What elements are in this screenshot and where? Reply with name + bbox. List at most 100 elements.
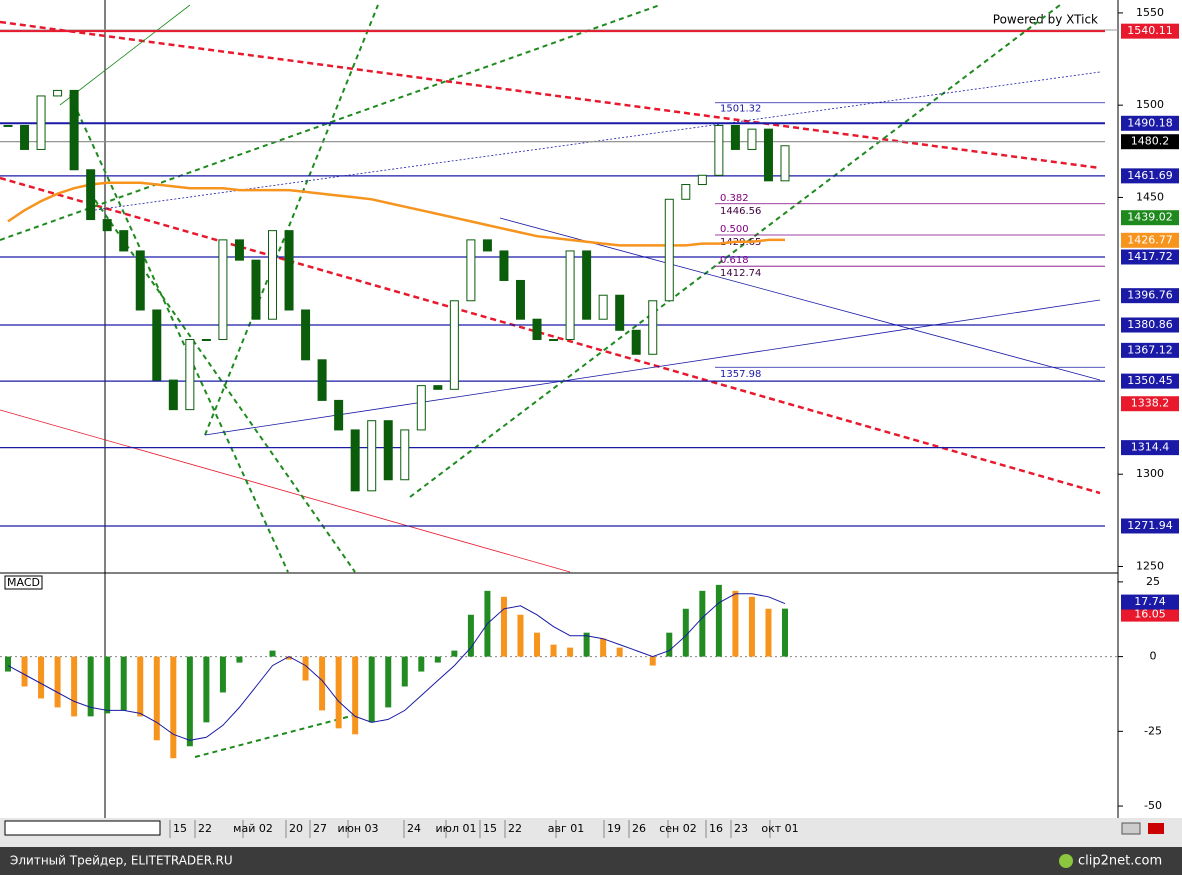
macd-bar — [153, 656, 160, 741]
candle — [53, 89, 63, 97]
candle — [152, 309, 162, 381]
macd-bar — [54, 656, 61, 708]
macd-bar — [517, 614, 524, 657]
macd-label-box — [4, 575, 43, 590]
trendline — [204, 299, 1101, 436]
macd-title: MACD — [7, 576, 40, 589]
x-tick-label: окт 01 — [761, 822, 798, 835]
level-box — [1121, 249, 1179, 265]
candle — [284, 230, 294, 311]
level-box — [1121, 134, 1179, 150]
trendline — [0, 176, 1101, 495]
footer-bar — [0, 847, 1182, 875]
macd-bar — [302, 656, 309, 681]
level-box — [1121, 396, 1179, 412]
macd-bar — [87, 656, 94, 717]
close-button[interactable] — [1148, 823, 1164, 834]
level-label: 1350.45 — [1127, 374, 1173, 387]
macd-bar — [699, 590, 706, 657]
macd-bar — [550, 644, 557, 657]
candle — [234, 239, 244, 261]
level-box — [1121, 518, 1179, 534]
candle — [367, 420, 377, 492]
trendlines — [0, 4, 1101, 758]
level-label: 1426.77 — [1127, 233, 1173, 246]
candle — [763, 128, 773, 182]
macd-bar — [401, 656, 408, 687]
macd-bar — [782, 608, 788, 657]
candle — [135, 250, 145, 311]
level-label: 1439.02 — [1127, 211, 1173, 224]
trendline — [0, 20, 1101, 170]
fib-value: 1412.74 — [720, 268, 761, 279]
macd-bar — [666, 632, 673, 657]
candle — [3, 124, 13, 127]
level-label: 1490.18 — [1127, 116, 1173, 129]
macd-bar — [71, 656, 78, 717]
candle — [466, 239, 476, 302]
candle — [532, 318, 542, 341]
candle — [102, 219, 112, 232]
candle — [482, 239, 492, 252]
level-box — [1121, 23, 1179, 39]
level-label: 1461.69 — [1127, 169, 1173, 182]
macd-bar — [418, 656, 425, 672]
candle — [301, 309, 311, 361]
scroll-box[interactable] — [4, 820, 161, 836]
fib-ratio: 0.618 — [720, 255, 749, 266]
x-tick-label: 15 — [173, 822, 187, 835]
level-box — [1121, 210, 1179, 226]
x-tick-label: 20 — [289, 822, 303, 835]
macd-bar — [765, 608, 772, 657]
level-box — [1121, 342, 1179, 358]
x-axis-bar — [0, 818, 1182, 847]
trendline — [94, 71, 1101, 211]
macd-bar — [368, 656, 375, 723]
candle — [730, 124, 740, 150]
x-tick-label: сен 02 — [659, 822, 697, 835]
macd-signal — [7, 593, 786, 741]
candle — [499, 250, 509, 281]
macd-hist-box — [1121, 607, 1179, 622]
level-box — [1121, 232, 1179, 248]
macd-bar — [5, 656, 11, 672]
x-tick-label: 23 — [734, 822, 748, 835]
settings-button[interactable] — [1121, 822, 1141, 835]
trendline — [59, 4, 191, 106]
candle — [119, 230, 129, 252]
candle — [251, 259, 261, 320]
candle — [185, 339, 195, 411]
level-box — [1121, 317, 1179, 333]
y-tick-label: -50 — [1144, 799, 1162, 812]
trendline — [69, 94, 289, 573]
candle — [86, 169, 96, 221]
candle — [383, 420, 393, 481]
macd-bar — [236, 656, 243, 663]
level-box — [1121, 373, 1179, 389]
fib-value: 1357.98 — [720, 369, 761, 380]
candle — [582, 250, 592, 320]
macd-bar — [21, 656, 28, 687]
y-tick-label: 1500 — [1136, 98, 1164, 111]
candle — [615, 294, 625, 331]
macd-bar — [385, 656, 392, 708]
macd-bar — [219, 656, 226, 693]
candle — [648, 300, 658, 355]
watermark: Powered by XTick — [993, 13, 1098, 27]
macd-bar — [352, 656, 359, 735]
candle — [664, 198, 674, 302]
moving-average — [7, 181, 785, 247]
level-box — [1121, 288, 1179, 304]
level-label: 1380.86 — [1127, 318, 1173, 331]
macd-bar — [500, 596, 507, 657]
fib-value: 1501.32 — [720, 104, 761, 115]
candle — [69, 89, 79, 171]
macd-bar — [583, 632, 590, 657]
macd-bar — [120, 656, 127, 711]
macd-bar — [600, 638, 607, 657]
macd-bar — [137, 656, 144, 717]
trendline — [194, 714, 356, 758]
level-label: 1314.4 — [1131, 441, 1170, 454]
